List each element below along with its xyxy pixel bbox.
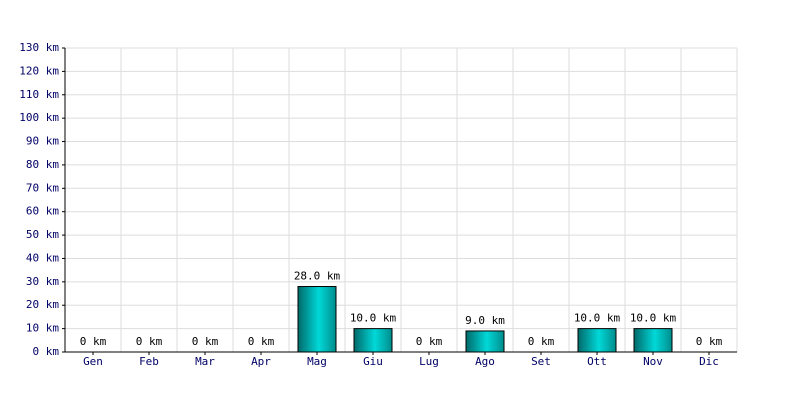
x-tick-label: Giu — [363, 355, 383, 368]
y-tick-label: 20 km — [26, 298, 59, 311]
value-label: 9.0 km — [465, 314, 505, 327]
y-tick-label: 120 km — [19, 64, 59, 77]
bar — [577, 328, 617, 353]
y-tick-label: 90 km — [26, 135, 59, 148]
y-tick-label: 10 km — [26, 322, 59, 335]
value-label: 28.0 km — [294, 270, 341, 283]
y-tick-label: 50 km — [26, 228, 59, 241]
x-tick-label: Nov — [643, 355, 663, 368]
y-tick-label: 100 km — [19, 111, 59, 124]
y-tick-label: 110 km — [19, 88, 59, 101]
x-tick-label: Mag — [307, 355, 327, 368]
x-tick-label: Gen — [83, 355, 103, 368]
y-tick-label: 60 km — [26, 205, 59, 218]
bar — [633, 328, 673, 353]
x-tick-label: Mar — [195, 355, 215, 368]
y-tick-label: 30 km — [26, 275, 59, 288]
value-label: 10.0 km — [630, 312, 677, 325]
value-label: 0 km — [136, 335, 163, 348]
value-label: 0 km — [80, 335, 107, 348]
x-tick-label: Ott — [587, 355, 607, 368]
value-label: 0 km — [192, 335, 219, 348]
x-tick-label: Apr — [251, 355, 271, 368]
value-label: 10.0 km — [574, 312, 621, 325]
x-tick-label: Feb — [139, 355, 159, 368]
value-label: 0 km — [696, 335, 723, 348]
value-label: 0 km — [416, 335, 443, 348]
value-label: 0 km — [248, 335, 275, 348]
x-tick-label: Set — [531, 355, 551, 368]
bar — [297, 286, 337, 353]
x-tick-label: Dic — [699, 355, 719, 368]
y-tick-label: 130 km — [19, 41, 59, 54]
x-tick-label: Lug — [419, 355, 439, 368]
value-label: 10.0 km — [350, 312, 397, 325]
y-tick-label: 40 km — [26, 251, 59, 264]
y-tick-label: 80 km — [26, 158, 59, 171]
x-tick-label: Ago — [475, 355, 495, 368]
value-label: 0 km — [528, 335, 555, 348]
y-tick-label: 0 km — [33, 345, 60, 358]
y-tick-label: 70 km — [26, 181, 59, 194]
bar — [465, 330, 505, 353]
bar — [353, 328, 393, 353]
